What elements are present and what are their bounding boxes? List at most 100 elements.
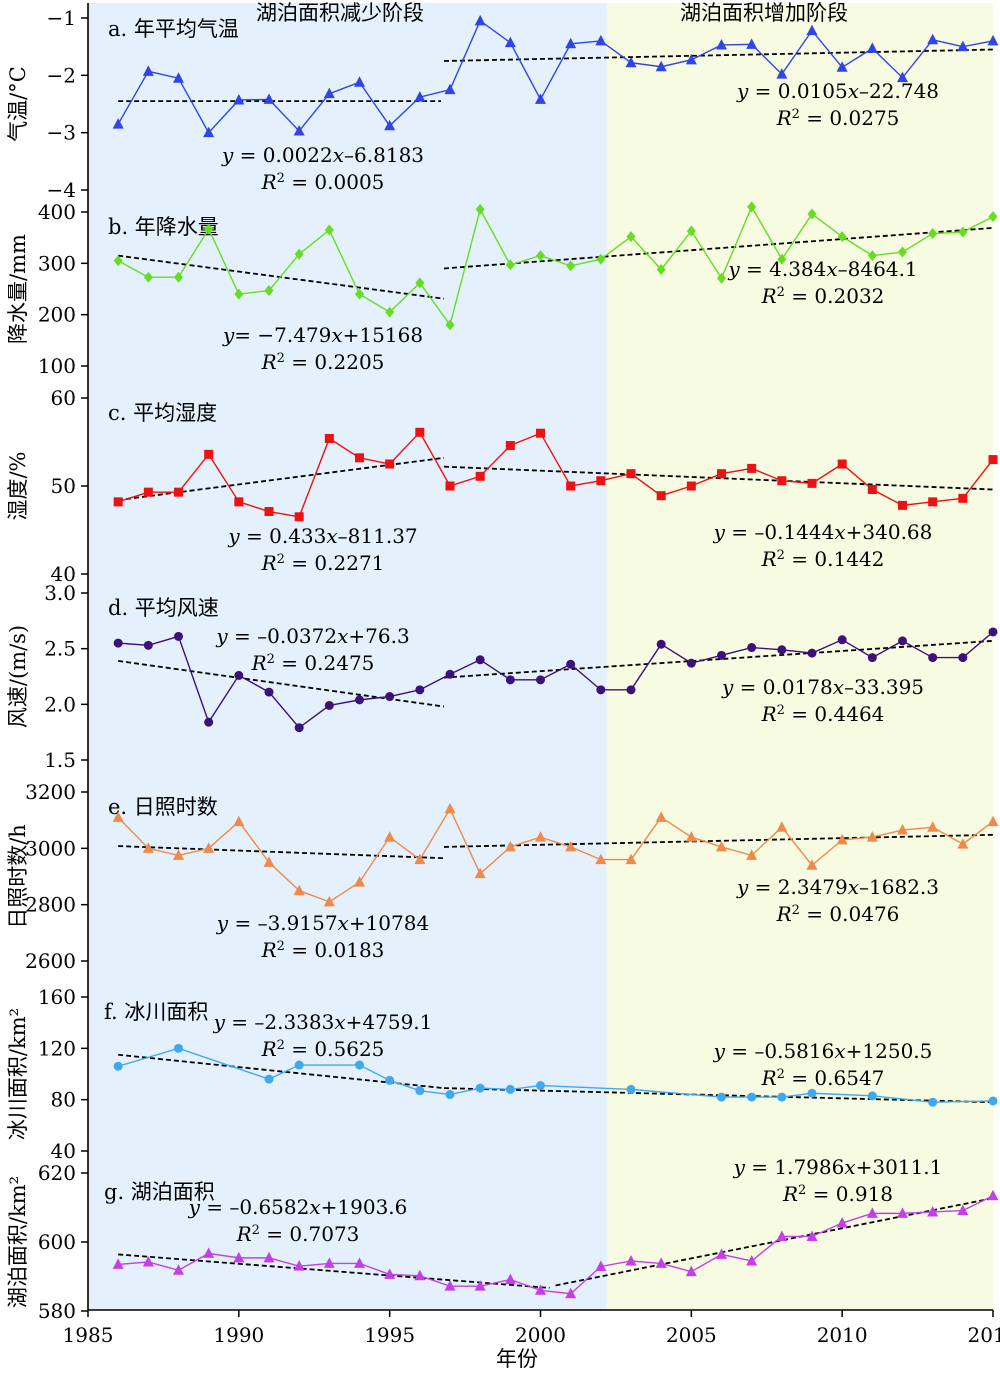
data-point — [717, 1092, 726, 1102]
data-point — [263, 856, 275, 867]
data-point — [234, 288, 244, 300]
data-point — [203, 842, 215, 853]
data-point — [505, 259, 515, 271]
data-point — [112, 118, 124, 129]
data-point — [535, 1284, 546, 1295]
trend-line-left — [118, 845, 445, 860]
data-point — [264, 507, 274, 517]
r2-left: R2 = 0.2271 — [261, 551, 385, 575]
data-point — [475, 471, 485, 481]
data-point — [747, 643, 757, 653]
y-tick-label: 40 — [51, 562, 76, 586]
data-point — [897, 1207, 908, 1218]
data-point — [928, 497, 938, 507]
data-point — [233, 815, 245, 827]
data-point — [595, 34, 607, 46]
trend-line-right — [443, 833, 994, 848]
data-point — [898, 246, 907, 258]
data-point — [686, 225, 696, 237]
r2-right: R2 = 0.6547 — [761, 1066, 885, 1090]
data-point — [414, 853, 426, 865]
panel-title: f. 冰川面积 — [104, 1000, 208, 1024]
equation-right: y = 0.0105x–22.748 — [736, 79, 939, 103]
data-point — [173, 1264, 184, 1275]
data-point — [626, 1084, 636, 1094]
data-point — [836, 833, 848, 845]
y-tick-label: 160 — [38, 985, 76, 1009]
data-point — [987, 34, 999, 46]
data-point — [293, 1260, 305, 1271]
data-point — [836, 61, 848, 72]
panel-title: a. 年平均气温 — [108, 17, 239, 41]
data-point — [445, 319, 455, 331]
data-point — [474, 1280, 486, 1291]
r2-right: R2 = 0.4464 — [761, 702, 885, 726]
data-point — [414, 91, 426, 102]
data-point — [204, 717, 214, 727]
data-point — [716, 840, 727, 852]
r2-left: R2 = 0.5625 — [261, 1037, 385, 1061]
series-line — [117, 807, 994, 903]
y-tick-label: 80 — [51, 1088, 76, 1112]
data-point — [656, 491, 666, 501]
data-point — [294, 1060, 304, 1070]
data-point — [445, 669, 455, 679]
series-line — [118, 631, 994, 729]
data-point — [414, 1269, 426, 1281]
data-point — [837, 635, 847, 645]
x-tick-label: 2000 — [515, 1323, 566, 1347]
data-point — [264, 1074, 274, 1084]
data-point — [505, 441, 515, 451]
y-axis-label: 冰川面积/km² — [6, 1008, 30, 1140]
panel-title: g. 湖泊面积 — [104, 1180, 215, 1204]
data-point — [777, 1092, 787, 1102]
data-point — [746, 849, 758, 860]
data-point — [324, 433, 334, 443]
data-point — [355, 288, 364, 300]
x-tick-label: 1995 — [364, 1323, 415, 1347]
data-point — [234, 670, 244, 680]
data-point — [384, 119, 396, 131]
data-point — [596, 253, 606, 265]
x-tick-label: 2005 — [666, 1323, 717, 1347]
equation-right: y = 1.7986x+3011.1 — [733, 1155, 943, 1179]
data-point — [474, 867, 486, 879]
data-point — [927, 821, 939, 832]
data-point — [204, 449, 214, 459]
y-tick-label: 580 — [38, 1299, 76, 1323]
data-point — [142, 842, 154, 853]
data-point — [987, 815, 999, 827]
equation-left: y = 0.0022x–6.8183 — [221, 143, 424, 167]
data-point — [384, 831, 396, 842]
data-point — [385, 306, 395, 318]
y-tick-label: 400 — [38, 200, 76, 224]
equation-right: y = –0.1444x+340.68 — [713, 520, 933, 544]
y-tick-label: 2800 — [25, 893, 76, 917]
panel-f: 40 80 120 160 冰川面积/km² f. 冰川面积 y = –2.3383x+47… — [6, 985, 998, 1163]
y-axis-label: 湿度/% — [6, 451, 30, 520]
data-point — [566, 260, 576, 272]
data-point — [233, 93, 245, 105]
panel-c: 40 50 60 湿度/% c. 平均湿度 y = 0.433x–811.37 R2 = 0… — [6, 386, 998, 586]
data-point — [777, 253, 787, 265]
data-point — [415, 1086, 425, 1096]
y-tick-label: 2.5 — [44, 637, 76, 661]
data-point — [747, 201, 757, 213]
panel-title: b. 年降水量 — [108, 215, 219, 239]
data-point — [536, 428, 545, 438]
x-tick-label: 2015 — [968, 1323, 1000, 1347]
data-point — [354, 76, 365, 87]
data-point — [746, 38, 758, 49]
data-point — [475, 655, 485, 665]
data-point — [686, 481, 696, 491]
data-point — [717, 272, 726, 284]
y-tick-label: 200 — [38, 303, 76, 327]
data-point — [234, 497, 244, 507]
equation-right: y = 2.3479x–1682.3 — [736, 875, 939, 899]
data-point — [867, 485, 877, 495]
data-point — [596, 476, 606, 486]
data-point — [174, 631, 183, 641]
y-tick-label: 60 — [51, 386, 76, 410]
panel-b: 100 200 300 400 降水量/mm b. 年降水量 y= −7.479x+1516… — [6, 200, 998, 378]
